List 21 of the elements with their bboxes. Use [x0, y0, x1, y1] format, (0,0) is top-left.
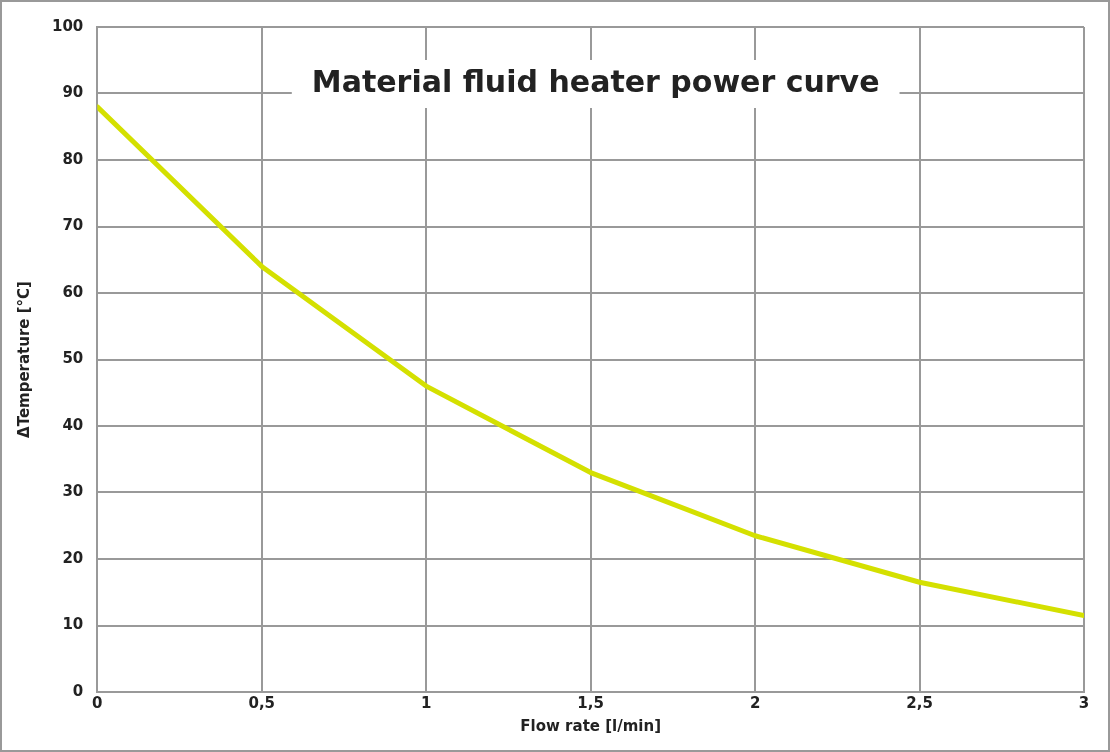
- text: Material fluid heater power curve: [311, 63, 880, 99]
- y-tick-label: 0: [72, 681, 84, 700]
- y-tick-label: 40: [62, 415, 84, 434]
- y-tick-label: 50: [62, 349, 84, 368]
- x-tick-label: 3: [1078, 693, 1090, 712]
- x-axis-title: Flow rate [l/min]: [520, 716, 661, 735]
- y-tick-label: 60: [62, 282, 84, 301]
- x-tick-label: 2: [749, 693, 761, 712]
- x-tick-label: 0: [92, 693, 103, 712]
- y-tick-label: 90: [62, 83, 84, 102]
- y-tick-label: 80: [62, 149, 84, 168]
- x-tick-label: 2,5: [906, 693, 933, 712]
- y-tick-label: 20: [62, 548, 84, 567]
- y-tick-label: 100: [52, 16, 84, 35]
- x-tick-label: 1,5: [577, 693, 604, 712]
- y-tick-label: 30: [62, 482, 84, 501]
- y-tick-label: 10: [62, 615, 84, 634]
- x-tick-label: 0,5: [248, 693, 276, 712]
- x-tick-label: 1: [420, 693, 432, 712]
- y-tick-label: 70: [62, 216, 84, 235]
- y-axis-title: ΔTemperature [°C]: [14, 281, 33, 438]
